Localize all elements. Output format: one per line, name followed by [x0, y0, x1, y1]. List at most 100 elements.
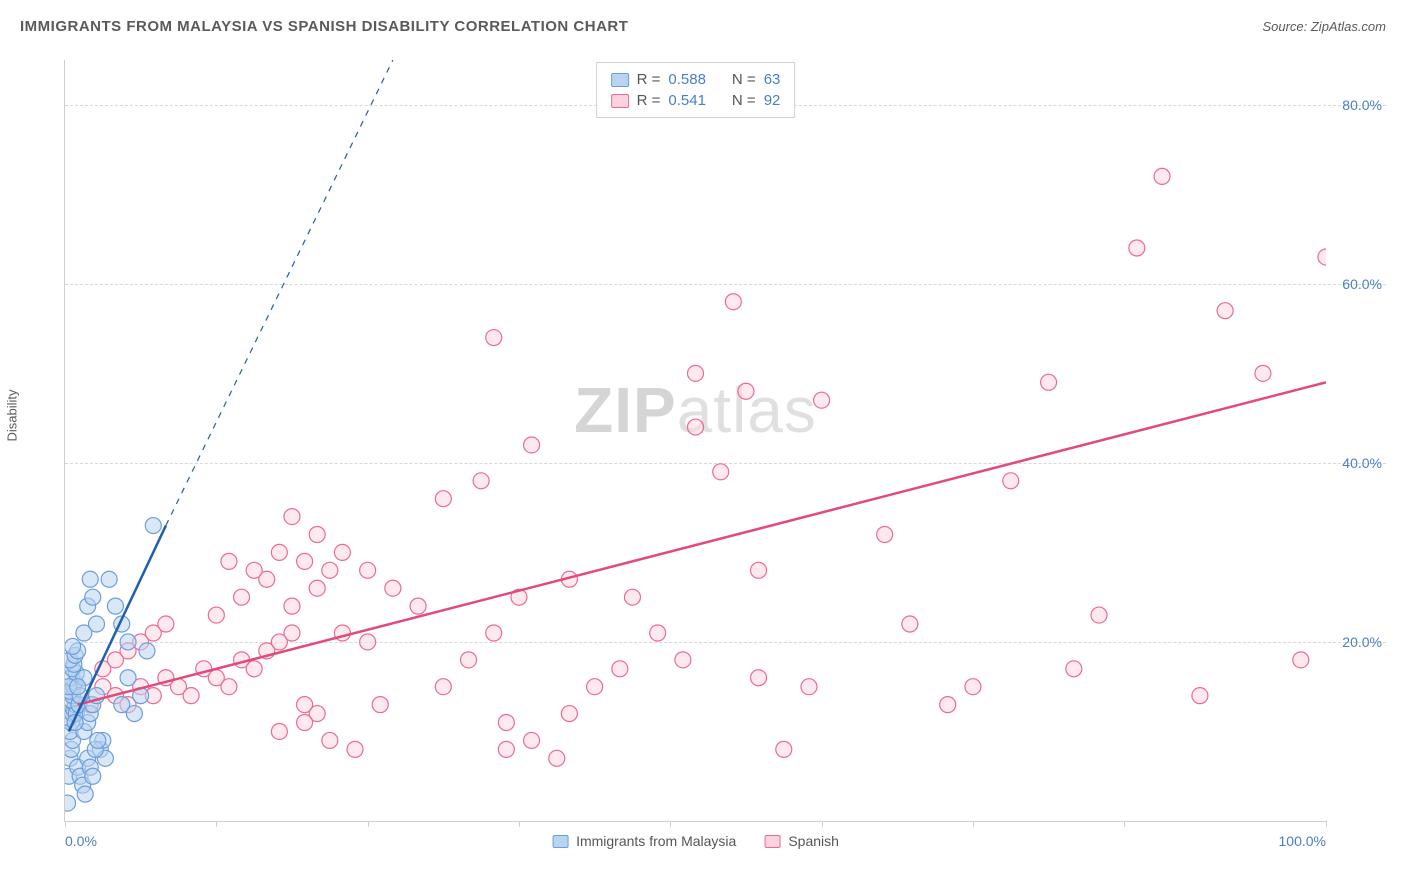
blue-point — [126, 706, 142, 722]
legend-correlation-box: R = 0.588 N = 63 R = 0.541 N = 92 — [596, 62, 796, 118]
pink-point — [1154, 168, 1170, 184]
pink-point — [246, 661, 262, 677]
y-tick-label: 40.0% — [1342, 455, 1382, 471]
legend-series: Immigrants from Malaysia Spanish — [552, 833, 839, 849]
chart-container: Disability ZIPatlas R = 0.588 N = 63 R =… — [20, 48, 1386, 872]
x-tick — [519, 821, 520, 827]
pink-point — [549, 750, 565, 766]
chart-title: IMMIGRANTS FROM MALAYSIA VS SPANISH DISA… — [20, 18, 628, 35]
pink-point — [297, 553, 313, 569]
y-tick-label: 20.0% — [1342, 634, 1382, 650]
pink-point — [334, 544, 350, 560]
blue-point — [82, 571, 98, 587]
pink-point — [1192, 688, 1208, 704]
pink-point — [1255, 365, 1271, 381]
pink-point — [725, 294, 741, 310]
pink-point — [688, 419, 704, 435]
blue-point — [70, 679, 86, 695]
pink-point — [738, 383, 754, 399]
source-attribution: Source: ZipAtlas.com — [1262, 19, 1386, 34]
blue-point — [145, 518, 161, 534]
blue-point — [65, 795, 76, 811]
pink-point — [902, 616, 918, 632]
pink-point — [776, 741, 792, 757]
x-tick — [1124, 821, 1125, 827]
x-tick — [822, 821, 823, 827]
blue-point — [89, 616, 105, 632]
pink-point — [234, 589, 250, 605]
pink-point — [524, 437, 540, 453]
pink-point — [877, 527, 893, 543]
pink-point — [410, 598, 426, 614]
blue-point — [139, 643, 155, 659]
pink-point — [624, 589, 640, 605]
pink-point — [309, 580, 325, 596]
x-tick-label: 100.0% — [1279, 833, 1326, 849]
scatter-svg — [65, 60, 1326, 821]
pink-point — [183, 688, 199, 704]
pink-point — [309, 527, 325, 543]
blue-trend-extension — [166, 60, 393, 526]
blue-point — [120, 670, 136, 686]
pink-point — [650, 625, 666, 641]
pink-point — [271, 723, 287, 739]
x-tick — [216, 821, 217, 827]
pink-point — [940, 697, 956, 713]
legend-swatch-pink — [611, 94, 629, 108]
pink-point — [486, 330, 502, 346]
plot-area: ZIPatlas R = 0.588 N = 63 R = 0.541 N = … — [64, 60, 1326, 822]
pink-point — [486, 625, 502, 641]
pink-point — [473, 473, 489, 489]
pink-point — [751, 670, 767, 686]
pink-point — [297, 715, 313, 731]
pink-point — [221, 679, 237, 695]
legend-item-blue: Immigrants from Malaysia — [552, 833, 736, 849]
pink-point — [1066, 661, 1082, 677]
pink-point — [498, 741, 514, 757]
x-tick — [65, 821, 66, 827]
x-tick — [670, 821, 671, 827]
pink-point — [271, 544, 287, 560]
pink-point — [284, 509, 300, 525]
pink-point — [561, 706, 577, 722]
pink-point — [284, 598, 300, 614]
pink-point — [1318, 249, 1326, 265]
blue-point — [107, 598, 123, 614]
y-tick-label: 80.0% — [1342, 97, 1382, 113]
pink-point — [385, 580, 401, 596]
pink-point — [498, 715, 514, 731]
pink-point — [801, 679, 817, 695]
blue-point — [65, 638, 81, 654]
pink-point — [1091, 607, 1107, 623]
pink-point — [675, 652, 691, 668]
pink-point — [435, 679, 451, 695]
legend-swatch-blue — [611, 73, 629, 87]
blue-point — [85, 589, 101, 605]
pink-point — [1217, 303, 1233, 319]
pink-point — [208, 607, 224, 623]
legend-item-pink: Spanish — [764, 833, 839, 849]
pink-point — [322, 732, 338, 748]
blue-point — [85, 768, 101, 784]
pink-point — [814, 392, 830, 408]
pink-point — [158, 616, 174, 632]
pink-point — [751, 562, 767, 578]
x-tick — [973, 821, 974, 827]
pink-point — [713, 464, 729, 480]
pink-point — [965, 679, 981, 695]
blue-point — [101, 571, 117, 587]
blue-point — [77, 786, 93, 802]
x-tick — [368, 821, 369, 827]
pink-point — [688, 365, 704, 381]
pink-point — [461, 652, 477, 668]
pink-point — [322, 562, 338, 578]
y-axis-label: Disability — [5, 389, 20, 441]
legend-row-blue: R = 0.588 N = 63 — [611, 69, 781, 90]
pink-point — [1293, 652, 1309, 668]
pink-point — [587, 679, 603, 695]
pink-point — [1041, 374, 1057, 390]
x-tick — [1326, 821, 1327, 827]
legend-swatch-pink-icon — [764, 835, 780, 848]
pink-point — [524, 732, 540, 748]
pink-point — [1129, 240, 1145, 256]
